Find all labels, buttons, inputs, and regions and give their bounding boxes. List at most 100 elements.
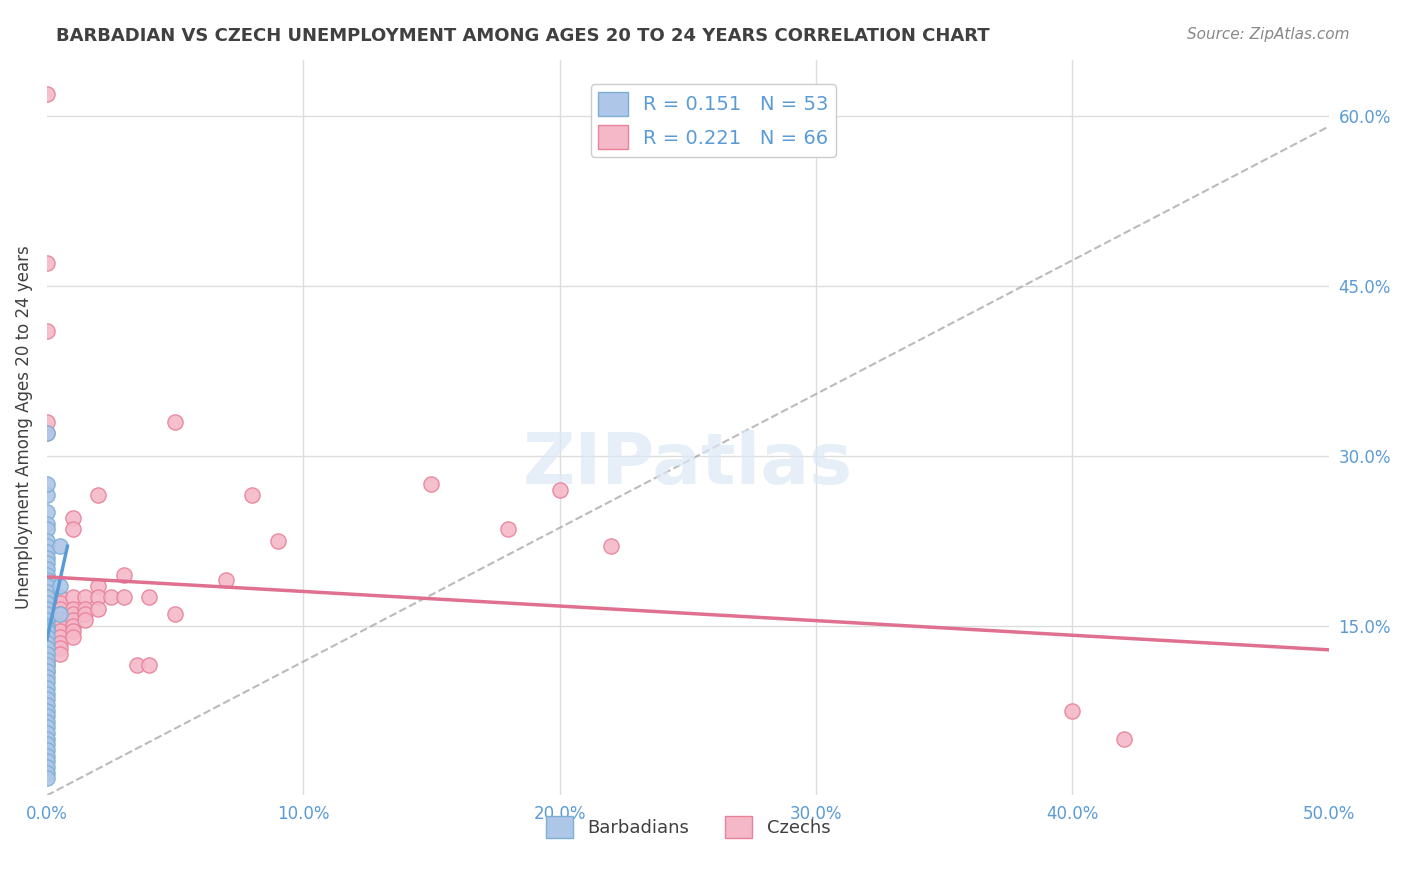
Point	[35, 618, 58, 632]
Point	[35, 557, 58, 571]
Point	[35, 522, 58, 536]
Point	[35, 624, 58, 639]
Point	[48, 596, 70, 610]
Point	[35, 596, 58, 610]
Point	[35, 562, 58, 576]
Point	[48, 607, 70, 622]
Point	[35, 641, 58, 656]
Point	[35, 658, 58, 673]
Point	[35, 545, 58, 559]
Point	[35, 738, 58, 752]
Point	[48, 591, 70, 605]
Point	[35, 324, 58, 338]
Point	[48, 579, 70, 593]
Point	[165, 415, 187, 429]
Point	[35, 647, 58, 661]
Point	[35, 516, 58, 531]
Point	[35, 760, 58, 774]
Point	[87, 591, 110, 605]
Point	[600, 540, 623, 554]
Point	[35, 618, 58, 632]
Point	[48, 613, 70, 627]
Point	[35, 743, 58, 757]
Point	[35, 755, 58, 769]
Point	[35, 714, 58, 729]
Point	[165, 607, 187, 622]
Point	[35, 624, 58, 639]
Point	[35, 426, 58, 441]
Point	[62, 630, 84, 644]
Point	[48, 607, 70, 622]
Text: Source: ZipAtlas.com: Source: ZipAtlas.com	[1187, 27, 1350, 42]
Point	[215, 574, 238, 588]
Point	[35, 658, 58, 673]
Point	[62, 618, 84, 632]
Point	[498, 522, 520, 536]
Point	[35, 721, 58, 735]
Point	[87, 488, 110, 502]
Text: ZIPatlas: ZIPatlas	[523, 430, 853, 499]
Point	[548, 483, 571, 497]
Point	[35, 652, 58, 666]
Point	[35, 726, 58, 740]
Point	[420, 477, 443, 491]
Point	[35, 664, 58, 678]
Point	[35, 256, 58, 270]
Point	[48, 630, 70, 644]
Y-axis label: Unemployment Among Ages 20 to 24 years: Unemployment Among Ages 20 to 24 years	[15, 245, 32, 609]
Point	[35, 709, 58, 723]
Point	[62, 511, 84, 525]
Point	[48, 635, 70, 649]
Point	[35, 704, 58, 718]
Point	[35, 601, 58, 615]
Point	[35, 601, 58, 615]
Point	[35, 596, 58, 610]
Point	[48, 618, 70, 632]
Point	[75, 613, 97, 627]
Point	[75, 607, 97, 622]
Point	[1062, 704, 1084, 718]
Point	[35, 669, 58, 683]
Point	[240, 488, 263, 502]
Point	[112, 567, 135, 582]
Point	[35, 613, 58, 627]
Point	[62, 601, 84, 615]
Point	[35, 426, 58, 441]
Point	[48, 641, 70, 656]
Point	[125, 658, 148, 673]
Point	[35, 567, 58, 582]
Point	[35, 698, 58, 712]
Point	[35, 607, 58, 622]
Point	[35, 630, 58, 644]
Point	[35, 488, 58, 502]
Point	[35, 731, 58, 746]
Point	[75, 591, 97, 605]
Point	[35, 505, 58, 519]
Point	[35, 772, 58, 786]
Point	[35, 574, 58, 588]
Point	[1112, 731, 1135, 746]
Point	[48, 601, 70, 615]
Point	[62, 591, 84, 605]
Point	[35, 692, 58, 706]
Point	[35, 641, 58, 656]
Point	[138, 591, 160, 605]
Point	[62, 522, 84, 536]
Point	[35, 681, 58, 695]
Point	[48, 540, 70, 554]
Legend: Barbadians, Czechs: Barbadians, Czechs	[538, 809, 838, 846]
Point	[35, 635, 58, 649]
Point	[35, 652, 58, 666]
Point	[35, 675, 58, 690]
Point	[35, 607, 58, 622]
Point	[35, 664, 58, 678]
Point	[35, 686, 58, 700]
Point	[87, 601, 110, 615]
Point	[87, 579, 110, 593]
Point	[35, 533, 58, 548]
Point	[75, 601, 97, 615]
Point	[35, 579, 58, 593]
Point	[35, 550, 58, 565]
Point	[35, 748, 58, 763]
Point	[62, 607, 84, 622]
